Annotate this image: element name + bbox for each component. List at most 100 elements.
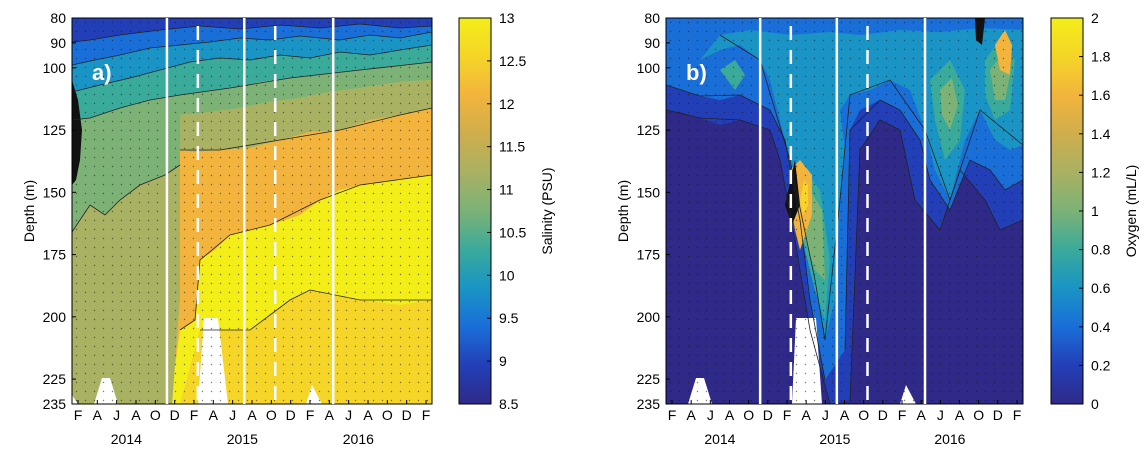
panel-a-y-axis-label: Depth (m) xyxy=(21,180,37,242)
panel-b-colorbar-tick-label: 0.4 xyxy=(1091,319,1111,335)
panel-b-y-tick-label: 225 xyxy=(637,371,661,387)
panel-b-year-label: 2014 xyxy=(704,431,735,447)
panel-a-x-tick-label: F xyxy=(422,407,431,423)
panel-b-label: b) xyxy=(686,60,707,85)
panel-a-y-tick-label: 235 xyxy=(43,396,67,412)
panel-a-colorbar-label: Salinity (PSU) xyxy=(539,167,555,254)
panel-b-x-tick-label: A xyxy=(801,407,811,423)
panel-a-x-tick-label: A xyxy=(247,407,257,423)
panel-b-x-tick-label: J xyxy=(937,407,944,423)
panel-a-label: a) xyxy=(92,60,112,85)
panel-a-y-axis: 80 90 100 125 150 175 200 225 235 xyxy=(43,10,76,412)
panel-b-x-tick-label: D xyxy=(993,407,1003,423)
panel-b-y-tick-label: 100 xyxy=(637,60,661,76)
panel-a-year-label: 2016 xyxy=(343,431,374,447)
panel-b-colorbar-tick-label: 1.6 xyxy=(1091,87,1111,103)
panel-b-colorbar-tick-label: 0 xyxy=(1091,396,1099,412)
panel-b-x-tick-label: D xyxy=(763,407,773,423)
panel-b-x-tick-label: A xyxy=(725,407,735,423)
panel-a-x-tick-label: O xyxy=(382,407,393,423)
panel-a-colorbar-tick-label: 9.5 xyxy=(499,310,519,326)
panel-a-x-tick-label: A xyxy=(325,407,335,423)
panel-b-vertical-lines xyxy=(758,18,927,404)
panel-b-colorbar-tick-label: 1.8 xyxy=(1091,49,1111,65)
panel-b-y-tick-label: 175 xyxy=(637,247,661,263)
panel-b-x-tick-label: A xyxy=(916,407,926,423)
panel-a-plot-area xyxy=(71,17,433,405)
panel-b-x-tick-label: F xyxy=(783,407,792,423)
panel-b-x-tick-label: O xyxy=(858,407,869,423)
panel-a-y-tick-label: 200 xyxy=(43,309,67,325)
panel-a-colorbar-tick-label: 11.5 xyxy=(499,139,525,155)
panel-b-y-tick-label: 125 xyxy=(637,122,661,138)
panel-b-y-tick-label: 80 xyxy=(644,10,660,26)
panel-b-colorbar-tick-label: 1.2 xyxy=(1091,164,1111,180)
panel-a-x-tick-label: J xyxy=(229,407,236,423)
panel-b-y-axis-label: Depth (m) xyxy=(615,180,631,242)
panel-b-x-tick-label: A xyxy=(840,407,850,423)
panel-a-year-label: 2015 xyxy=(227,431,258,447)
panel-a-colorbar-tick-label: 8.5 xyxy=(499,396,519,412)
panel-a-x-tick-label: A xyxy=(93,407,103,423)
panel-b: b) 80 90 100 125 150 175 200 225 235 Depth (m) F… xyxy=(615,10,1139,447)
panel-b-y-tick-label: 90 xyxy=(644,35,660,51)
panel-a-colorbar-tick-label: 10.5 xyxy=(499,224,526,240)
panel-b-colorbar-tick-label: 0.2 xyxy=(1091,357,1111,373)
panel-a-x-tick-label: F xyxy=(74,407,83,423)
panel-b-colorbar-tick-label: 1 xyxy=(1091,203,1099,219)
panel-b-x-tick-label: F xyxy=(668,407,677,423)
panel-b-plot-area xyxy=(665,17,1024,405)
panel-a-x-tick-label: O xyxy=(150,407,161,423)
panel-b-y-tick-label: 200 xyxy=(637,309,661,325)
panel-a-x-tick-label: D xyxy=(170,407,180,423)
panel-b-colorbar-tick-label: 0.8 xyxy=(1091,242,1111,258)
panel-b-x-tick-label: A xyxy=(955,407,965,423)
panel-a-x-tick-label: O xyxy=(266,407,277,423)
panel-a-x-tick-label: F xyxy=(190,407,199,423)
panel-a-colorbar-tick-label: 10 xyxy=(499,267,515,283)
panel-a-contours xyxy=(71,23,433,331)
panel-a-y-tick-label: 100 xyxy=(43,60,67,76)
panel-b-x-tick-label: A xyxy=(686,407,696,423)
panel-a-y-tick-label: 80 xyxy=(50,10,66,26)
panel-a-colorbar-tick-label: 13 xyxy=(499,10,515,26)
panel-b-x-tick-label: D xyxy=(878,407,888,423)
panel-b-colorbar-tick-label: 1.4 xyxy=(1091,126,1111,142)
panel-b-colorbar: 2 1.8 1.6 1.4 1.2 1 0.8 0.6 0.4 0.2 0 Oxygen (mL/L… xyxy=(1050,10,1139,412)
panel-b-x-tick-label: J xyxy=(707,407,714,423)
panel-a-colorbar-tick-label: 11 xyxy=(499,182,514,198)
panel-a-y-tick-label: 225 xyxy=(43,371,67,387)
panel-a: a) 80 90 100 125 150 175 200 225 235 Depth (m) F… xyxy=(21,10,555,447)
panel-a-y-tick-label: 150 xyxy=(43,184,67,200)
panel-a-year-labels: 2014 2015 2016 xyxy=(111,431,374,447)
panel-a-colorbar: 13 12.5 12 11.5 11 10.5 10 9.5 9 8.5 Salinity (PS… xyxy=(458,10,555,412)
panel-a-x-tick-label: A xyxy=(363,407,373,423)
panel-a-x-tick-label: F xyxy=(306,407,315,423)
panel-a-x-tick-label: A xyxy=(209,407,219,423)
panel-b-y-tick-label: 150 xyxy=(637,184,661,200)
panel-a-colorbar-tick-label: 9 xyxy=(499,353,507,369)
panel-a-y-tick-label: 175 xyxy=(43,247,67,263)
panel-b-x-tick-label: F xyxy=(1013,407,1022,423)
panel-a-x-tick-label: D xyxy=(286,407,296,423)
panel-a-x-tick-label: D xyxy=(402,407,412,423)
panel-b-x-tick-label: O xyxy=(743,407,754,423)
panel-a-vertical-lines xyxy=(165,18,335,404)
panel-a-colorbar-tick-label: 12.5 xyxy=(499,53,526,69)
panel-b-year-labels: 2014 2015 2016 xyxy=(704,431,965,447)
panel-b-x-tick-label: F xyxy=(898,407,907,423)
panel-a-colorbar-tick-label: 12 xyxy=(499,96,515,112)
panel-b-y-axis: 80 90 100 125 150 175 200 225 235 xyxy=(637,10,670,412)
panel-a-x-tick-label: J xyxy=(113,407,120,423)
panel-a-year-label: 2014 xyxy=(111,431,142,447)
panel-a-y-tick-label: 90 xyxy=(50,35,66,51)
panel-b-colorbar-label: Oxygen (mL/L) xyxy=(1123,165,1139,258)
panel-b-year-label: 2016 xyxy=(934,431,965,447)
panel-b-y-tick-label: 235 xyxy=(637,396,661,412)
panel-b-year-label: 2015 xyxy=(819,431,850,447)
panel-a-x-tick-label: A xyxy=(131,407,141,423)
panel-b-colorbar-tick-label: 0.6 xyxy=(1091,280,1111,296)
panel-b-colorbar-tick-label: 2 xyxy=(1091,10,1099,26)
